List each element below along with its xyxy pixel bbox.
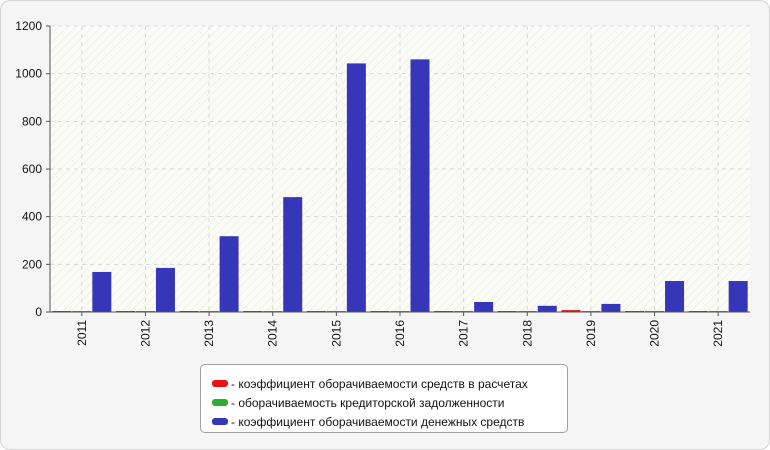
bar-3-2018 [537,305,557,312]
x-tick-label: 2017 [457,320,471,347]
legend-swatch [212,380,228,387]
y-tick-label: 600 [22,162,42,176]
legend-label: - коэффициент оборачиваемости средств в … [231,376,528,391]
legend: - коэффициент оборачиваемости средств в … [200,364,568,433]
x-tick-label: 2018 [520,320,534,347]
bar-3-2014 [283,197,303,312]
x-tick-label: 2015 [329,320,343,347]
bar-3-2021 [728,281,748,312]
x-tick-label: 2021 [711,320,725,347]
x-tick-label: 2016 [393,320,407,347]
legend-item-3: - коэффициент оборачиваемости денежных с… [212,412,567,431]
legend-item-1: - коэффициент оборачиваемости средств в … [212,374,567,393]
bar-3-2013 [219,236,239,312]
bar-3-2015 [346,63,366,312]
y-tick-label: 200 [22,257,42,271]
bar-3-2019 [601,303,621,312]
y-tick-label: 0 [35,305,42,319]
legend-swatch [212,418,228,425]
y-tick-label: 400 [22,210,42,224]
legend-item-2: - оборачиваемость кредиторской задолженн… [212,393,567,412]
x-tick-label: 2011 [75,320,89,346]
plot-area-hatch [50,26,750,312]
bar-1-2019 [561,310,581,312]
legend-label: - коэффициент оборачиваемости денежных с… [231,414,525,429]
x-tick-label: 2019 [584,320,598,347]
bar-3-2011 [92,271,112,312]
y-tick-label: 1000 [15,67,42,81]
y-tick-label: 1200 [15,19,42,33]
bar-3-2016 [410,59,430,312]
bar-3-2012 [155,267,175,312]
bar-3-2020 [665,281,685,312]
legend-label: - оборачиваемость кредиторской задолженн… [231,395,505,410]
x-tick-label: 2020 [648,320,662,347]
y-tick-label: 800 [22,114,42,128]
x-tick-label: 2012 [138,320,152,347]
x-tick-label: 2014 [266,320,280,347]
bar-3-2017 [474,301,494,312]
legend-swatch [212,399,228,406]
x-tick-label: 2013 [202,320,216,347]
